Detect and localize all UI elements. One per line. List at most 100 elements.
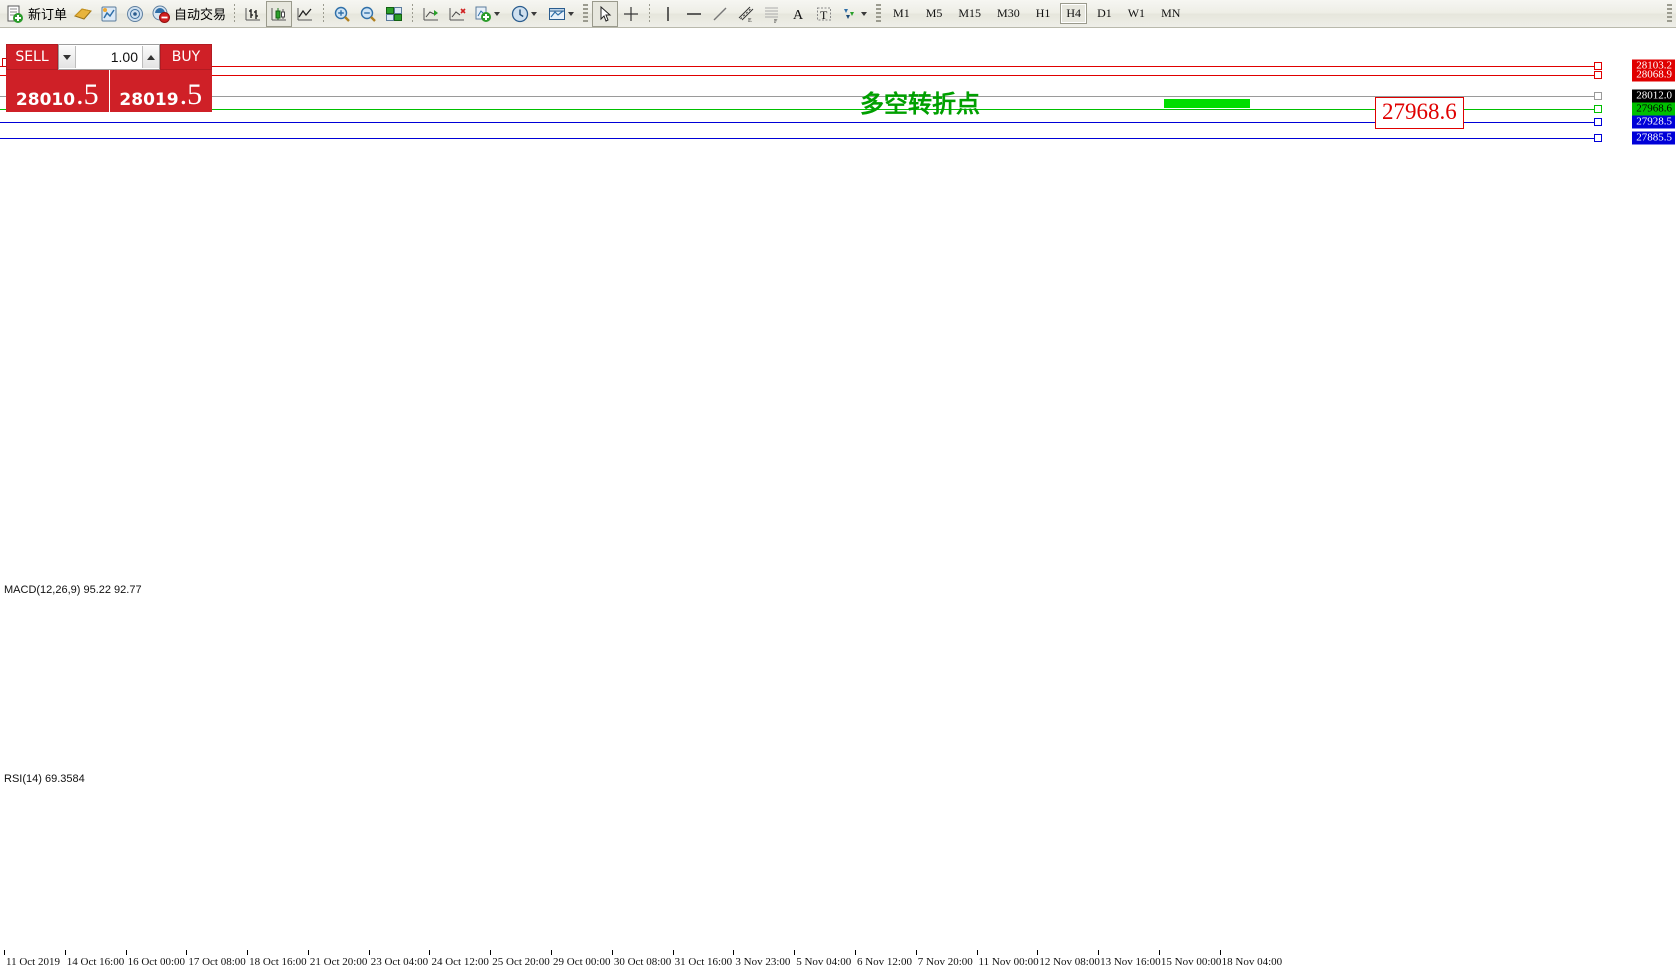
toolbar-separator-3 [412,3,414,24]
one-click-trading-panel[interactable]: SELL 1.00 BUY 28010 .5 28019 .5 [6,44,212,112]
toolbar-grip-1[interactable] [583,3,589,24]
price-level-line[interactable] [0,122,1600,123]
chart-area[interactable]: 27785.527690.527595.527503.027408.027313… [0,28,1676,978]
time-axis-tick [794,950,796,955]
fibonacci-button[interactable]: F [759,2,785,26]
shapes-button[interactable] [837,2,874,26]
market-watch-button[interactable] [96,2,122,26]
shift-end-icon [421,4,441,24]
time-axis-tick [125,950,127,955]
templates-button[interactable] [70,2,96,26]
templates-menu-button[interactable] [544,2,581,26]
timeframe-m15[interactable]: M15 [958,6,982,20]
time-axis-tick [1219,950,1221,955]
time-axis-label: 30 Oct 08:00 [613,956,672,968]
time-axis-label: 6 Nov 12:00 [856,956,912,968]
volume-stepper[interactable]: 1.00 [58,44,160,70]
equidistant-channel-icon: E [736,4,756,24]
new-order-button[interactable]: 新订单 [2,2,70,26]
timeframe-m1[interactable]: M1 [893,6,910,20]
time-axis-tick [429,950,431,955]
line-chart-button[interactable] [292,2,318,26]
crosshair-icon [621,4,641,24]
shapes-chevron-down-icon[interactable] [861,11,868,16]
time-axis-label: 18 Oct 16:00 [249,956,307,968]
zoom-in-icon [332,4,352,24]
equidistant-channel-button[interactable]: E [733,2,759,26]
price-level-line[interactable] [0,66,1600,67]
svg-text:T: T [820,8,828,22]
timeframe-m30[interactable]: M30 [997,6,1020,20]
annotation-turning-point: 多空转折点 [860,90,980,118]
volume-increment-button[interactable] [142,46,159,68]
timeframe-mn[interactable]: MN [1161,6,1181,20]
zoom-out-button[interactable] [355,2,381,26]
period-chevron-down-icon[interactable] [531,11,538,16]
period-button[interactable] [507,2,544,26]
price-level-handle[interactable] [1594,134,1602,142]
text-icon: A [788,4,808,24]
time-axis: 11 Oct 2019 14 Oct 16:00 16 Oct 00:00 17 Oc… [0,950,1600,978]
price-level-handle[interactable] [1594,71,1602,79]
toolbar-separator-4 [649,3,651,24]
timeframe-h1[interactable]: H1 [1035,6,1051,20]
sell-price-button[interactable]: 28010 .5 [6,70,110,112]
bar-chart-icon [243,4,263,24]
order-panel-top-row: SELL 1.00 BUY [6,44,212,70]
price-level-label: 28068.9 [1632,68,1675,82]
timeframe-d1[interactable]: D1 [1097,6,1112,20]
time-axis-label: 17 Oct 08:00 [188,956,246,968]
time-axis-label: 7 Nov 20:00 [917,956,973,968]
sell-button[interactable]: SELL [6,44,58,70]
rsi-title: RSI(14) 69.3584 [4,773,85,785]
time-axis-tick [976,950,978,955]
indicators-button[interactable] [470,2,507,26]
time-axis-label: 25 Oct 20:00 [492,956,550,968]
price-level-line[interactable] [0,75,1600,76]
price-level-handle[interactable] [1594,62,1602,70]
volume-dropdown-button[interactable] [59,46,76,68]
auto-trading-button[interactable]: 自动交易 [148,2,229,26]
price-level-line[interactable] [0,109,1600,110]
indicators-icon [473,4,493,24]
candlestick-chart-button[interactable] [266,0,293,27]
shift-end-button[interactable] [418,2,444,26]
signals-button[interactable] [122,2,148,26]
templates-chevron-down-icon[interactable] [568,11,575,16]
buy-price-button[interactable]: 28019 .5 [109,70,212,112]
price-level-label: 28103.2 [1632,59,1675,73]
price-box-annotation: 27968.6 [1375,97,1464,129]
vertical-line-button[interactable] [655,2,681,26]
volume-value[interactable]: 1.00 [110,49,138,65]
crosshair-tool-button[interactable] [618,2,644,26]
time-axis-label: 11 Nov 00:00 [978,956,1039,968]
autoscroll-button[interactable] [444,2,470,26]
indicators-chevron-down-icon[interactable] [494,11,501,16]
tile-windows-button[interactable] [381,2,407,26]
timeframe-w1[interactable]: W1 [1127,6,1146,20]
horizontal-line-button[interactable] [681,2,707,26]
price-level-handle[interactable] [1594,92,1602,100]
timeframe-m5[interactable]: M5 [925,6,943,20]
price-level-line[interactable] [0,138,1600,139]
zoom-out-icon [358,4,378,24]
timeframe-h4[interactable]: H4 [1060,3,1088,24]
toolbar-grip-3[interactable] [1667,3,1672,24]
buy-button[interactable]: BUY [160,44,212,70]
zoom-in-button[interactable] [329,2,355,26]
signals-icon [125,4,145,24]
sell-price-decimal: .5 [76,78,99,111]
svg-text:A: A [793,8,804,23]
cursor-tool-button[interactable] [592,0,619,27]
chevron-down-icon [63,54,71,60]
text-label-button[interactable]: T [811,2,837,26]
price-level-line[interactable] [0,96,1600,97]
trendline-button[interactable] [707,2,733,26]
bar-chart-button[interactable] [240,2,266,26]
tile-windows-icon [384,4,404,24]
price-level-handle[interactable] [1594,118,1602,126]
toolbar-grip-2[interactable] [876,3,882,24]
text-tool-button[interactable]: A [785,2,811,26]
price-level-handle[interactable] [1594,105,1602,113]
hline-icon [684,4,704,24]
